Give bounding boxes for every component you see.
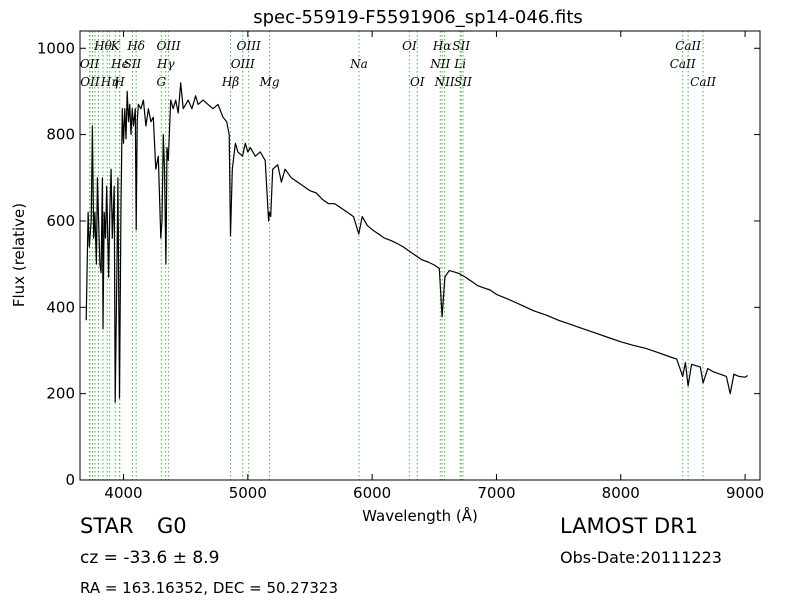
ra-dec-coords: RA = 163.16352, DEC = 50.27323 [80,579,339,597]
survey-name: LAMOST DR1 [560,514,699,538]
x-tick-label: 8000 [602,484,640,502]
emission-line-label: OI [402,39,417,53]
spectrum-series [85,82,748,403]
emission-line-label: OIII [157,39,181,53]
emission-line-label: NII [429,57,450,71]
emission-line-label: CaII [670,57,696,71]
y-tick-label: 1000 [37,39,75,57]
x-axis-label: Wavelength (Å) [362,506,478,525]
emission-line-label: OIII [237,39,261,53]
x-tick-label: 9000 [726,484,764,502]
x-tick-label: 6000 [353,484,391,502]
y-tick-label: 400 [46,298,75,316]
emission-line-label: SII [452,39,470,53]
emission-line-markers [89,31,704,480]
emission-line-label: Hη [100,75,119,89]
spectrum-line [85,82,748,403]
emission-line-label: CaII [675,39,701,53]
emission-line-label: Mg [259,75,280,89]
y-tick-label: 200 [46,385,75,403]
object-class: STAR [80,514,134,538]
object-subclass: G0 [157,514,187,538]
emission-line-label: Hθ [93,39,112,53]
axis-ticks: 4000 5000 6000 7000 8000 9000 0 200 400 600 800 100… [37,31,764,502]
emission-line-label: SII [454,75,472,89]
plot-frame [79,30,761,481]
emission-line-label: Hδ [126,39,145,53]
emission-line-label: Hβ [221,75,239,89]
emission-line-label: Na [349,57,368,71]
emission-line-label: Li [453,57,466,71]
emission-line-labels: OIIOIIHθHηKHHϵSIIHδGHγOIIIHβOIIIOIIIMgNa… [80,39,716,89]
emission-line-label: Hα [432,39,452,53]
y-tick-label: 800 [46,126,75,144]
x-tick-label: 4000 [104,484,142,502]
y-tick-label: 600 [46,212,75,230]
emission-line-label: OIII [231,57,255,71]
observation-date: Obs-Date:20111223 [560,548,722,567]
x-tick-label: 5000 [229,484,267,502]
emission-line-label: Hϵ [110,57,128,71]
y-tick-label: 0 [65,471,75,489]
emission-line-label: OI [410,75,425,89]
emission-line-label: OII [80,57,100,71]
emission-line-label: G [157,75,167,89]
emission-line-label: K [110,39,121,53]
y-axis-label: Flux (relative) [10,203,28,307]
emission-line-label: OII [80,75,100,89]
redshift-cz: cz = -33.6 ± 8.9 [80,548,220,568]
emission-line-label: H [113,75,125,89]
emission-line-label: Hγ [156,57,175,71]
emission-line-label: SII [124,57,142,71]
emission-line-label: CaII [690,75,716,89]
x-tick-label: 7000 [477,484,515,502]
chart-title: spec-55919-F5591906_sp14-046.fits [253,7,583,28]
emission-line-label: NII [434,75,455,89]
